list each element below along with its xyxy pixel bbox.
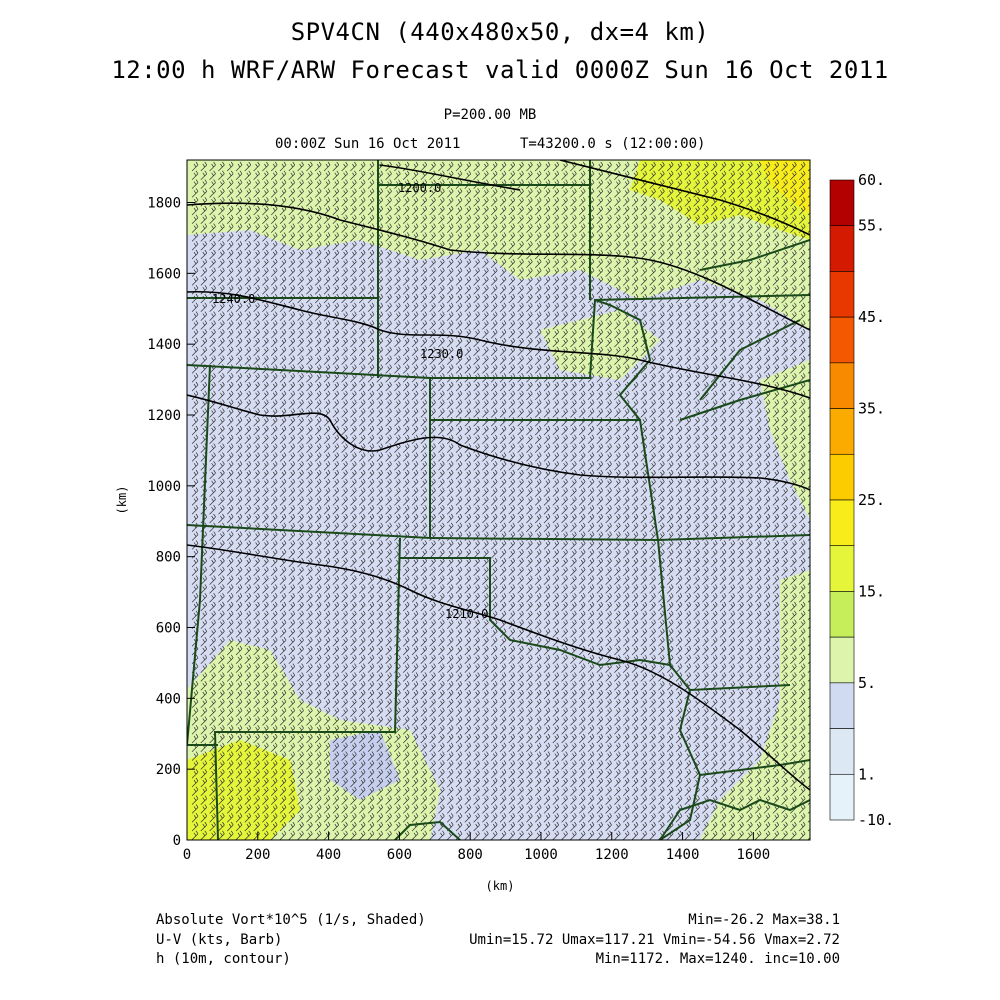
border-line xyxy=(699,319,801,401)
x-tick-label: 800 xyxy=(458,847,483,863)
contour-line xyxy=(187,544,810,791)
footer-field3-name: h (10m, contour) xyxy=(156,951,291,967)
pressure-level-label: P=200.00 MB xyxy=(443,107,537,123)
border-line xyxy=(699,759,810,776)
x-tick-label: 1000 xyxy=(524,847,558,863)
border-line xyxy=(699,239,810,271)
footer-field2-stats: Umin=15.72 Umax=117.21 Vmin=-54.56 Vmax=… xyxy=(469,932,840,948)
y-tick-label: 200 xyxy=(156,762,181,778)
colorbar-swatch xyxy=(829,728,855,775)
contour-line xyxy=(187,394,810,491)
colorbar-label: -10. xyxy=(858,811,894,829)
colorbar-label: 5. xyxy=(858,674,876,692)
y-tick-label: 600 xyxy=(156,621,181,637)
border-line xyxy=(400,557,671,667)
x-axis: 0 200 400 600 800 1000 1200 1400 1600 xyxy=(183,832,770,863)
footer-field2-name: U-V (kts, Barb) xyxy=(156,932,283,948)
plot-title: SPV4CN (440x480x50, dx=4 km) xyxy=(290,18,710,46)
state-borders xyxy=(187,160,810,840)
y-axis: 0 200 400 600 800 1000 1200 1400 1600 1800 xyxy=(147,196,195,849)
border-line xyxy=(657,539,702,840)
colorbar-swatch xyxy=(829,408,855,455)
footer-field1-stats: Min=-26.2 Max=38.1 xyxy=(688,912,840,928)
colorbar-label: 35. xyxy=(858,400,885,418)
contour-labels: 1240.0 1230.0 1210.0 1200.0 xyxy=(212,181,488,621)
border-line xyxy=(213,537,401,840)
y-tick-label: 400 xyxy=(156,691,181,707)
vorticity-patch-southeast xyxy=(700,570,810,840)
valid-time-label: 00:00Z Sun 16 Oct 2011 xyxy=(275,136,461,152)
vorticity-patch-north xyxy=(187,160,810,330)
vorticity-patch-midwest xyxy=(540,310,660,380)
contour-line xyxy=(187,290,810,399)
forecast-title: 12:00 h WRF/ARW Forecast valid 0000Z Sun… xyxy=(111,56,889,84)
border-line xyxy=(594,299,652,421)
y-tick-label: 1400 xyxy=(147,337,181,353)
x-tick-label: 600 xyxy=(387,847,412,863)
contour-line xyxy=(187,202,810,331)
y-tick-label: 1600 xyxy=(147,266,181,282)
vorticity-patch-blue-south xyxy=(330,730,400,800)
colorbar xyxy=(829,179,855,821)
footer-field3-stats: Min=1172. Max=1240. inc=10.00 xyxy=(595,951,840,967)
x-tick-label: 1400 xyxy=(666,847,700,863)
x-tick-label: 1600 xyxy=(737,847,771,863)
colorbar-swatch xyxy=(829,225,855,272)
map-plot-area: 1240.0 1230.0 1210.0 1200.0 xyxy=(187,160,810,840)
border-line xyxy=(689,684,791,691)
coastline xyxy=(394,820,461,840)
x-tick-label: 0 xyxy=(183,847,191,863)
border-line xyxy=(187,364,211,746)
colorbar-swatch xyxy=(829,271,855,318)
contour-line xyxy=(379,164,521,191)
colorbar-swatch xyxy=(829,179,855,227)
colorbar-swatch xyxy=(829,591,855,638)
y-axis-title: (km) xyxy=(115,486,129,515)
border-line xyxy=(679,379,810,421)
colorbar-label: 15. xyxy=(858,582,885,600)
contour-label: 1240.0 xyxy=(212,292,255,306)
vorticity-patch-yellow xyxy=(760,160,810,215)
plot-frame xyxy=(186,159,811,841)
y-tick-label: 1000 xyxy=(147,479,181,495)
colorbar-labels: 60. 55. 45. 35. 25. 15. 5. 1. -10. xyxy=(858,171,894,829)
colorbar-swatch xyxy=(829,499,855,547)
contour-label: 1230.0 xyxy=(420,347,463,361)
colorbar-label: 1. xyxy=(858,765,876,783)
contour-label: 1210.0 xyxy=(445,607,488,621)
colorbar-swatch xyxy=(829,773,855,821)
contour-line xyxy=(559,160,810,236)
footer-field1-name: Absolute Vort*10^5 (1/s, Shaded) xyxy=(156,912,426,928)
colorbar-swatch xyxy=(829,362,855,409)
colorbar-swatch xyxy=(829,636,855,684)
elapsed-time-label: T=43200.0 s (12:00:00) xyxy=(520,136,706,152)
x-axis-title: (km) xyxy=(486,879,515,893)
colorbar-label: 55. xyxy=(858,217,885,235)
y-tick-label: 800 xyxy=(156,550,181,566)
colorbar-swatch xyxy=(829,682,855,729)
colorbar-swatch xyxy=(829,453,855,501)
height-contours xyxy=(187,160,810,791)
colorbar-swatch xyxy=(829,545,855,592)
border-line xyxy=(187,364,431,540)
y-tick-label: 1800 xyxy=(147,196,181,212)
contour-label: 1200.0 xyxy=(398,181,441,195)
colorbar-swatch xyxy=(829,316,855,364)
colorbar-label: 60. xyxy=(858,171,885,189)
y-tick-label: 1200 xyxy=(147,408,181,424)
y-tick-label: 0 xyxy=(173,833,181,849)
colorbar-label: 25. xyxy=(858,491,885,509)
x-tick-label: 400 xyxy=(316,847,341,863)
border-line xyxy=(430,294,810,379)
x-tick-label: 200 xyxy=(245,847,270,863)
colorbar-label: 45. xyxy=(858,308,885,326)
x-tick-label: 1200 xyxy=(595,847,629,863)
coastline xyxy=(659,798,810,840)
